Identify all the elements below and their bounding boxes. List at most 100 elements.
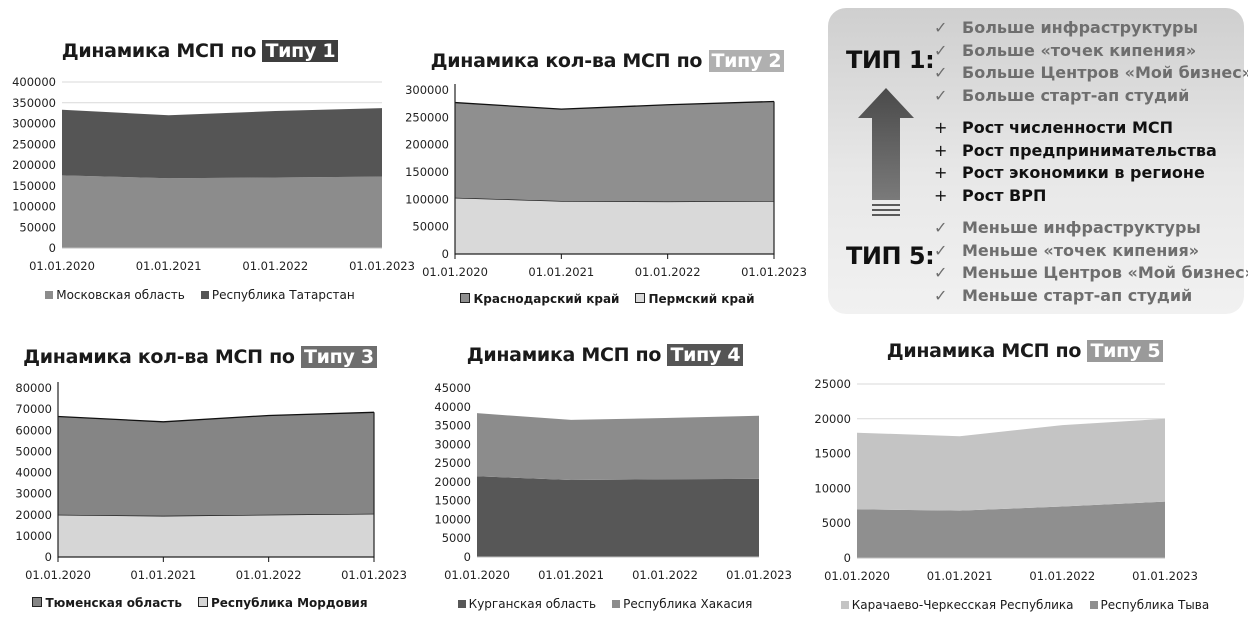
check-icon: ✓ bbox=[934, 285, 948, 305]
y-tick-label: 150000 bbox=[12, 179, 56, 193]
check-icon: ✓ bbox=[934, 263, 948, 282]
y-tick-label: 5000 bbox=[442, 531, 471, 545]
legend-swatch bbox=[200, 291, 209, 299]
x-tick-label: 01.01.2020 bbox=[824, 569, 890, 583]
x-tick-label: 01.01.2020 bbox=[29, 259, 95, 273]
list-item: + Рост предпринимательства bbox=[934, 140, 1217, 160]
x-tick-label: 01.01.2023 bbox=[341, 568, 407, 582]
x-tick-label: 01.01.2020 bbox=[422, 265, 488, 279]
legend-item: Республика Мордовия bbox=[197, 596, 368, 610]
legend-label: Курганская область bbox=[468, 597, 597, 611]
y-tick-label: 200000 bbox=[12, 158, 56, 172]
y-tick-label: 20000 bbox=[15, 508, 52, 522]
y-tick-label: 200000 bbox=[405, 138, 449, 152]
y-tick-label: 30000 bbox=[15, 487, 52, 501]
plus-icon: + bbox=[934, 140, 948, 160]
list-item: ✓ Больше инфраструктуры bbox=[934, 18, 1198, 37]
series-area bbox=[455, 101, 774, 202]
check-icon: ✓ bbox=[934, 63, 948, 82]
y-tick-label: 40000 bbox=[434, 400, 471, 414]
y-tick-label: 10000 bbox=[814, 481, 851, 495]
legend-swatch bbox=[460, 293, 471, 303]
x-tick-label: 01.01.2022 bbox=[242, 259, 308, 273]
chart-legend: Курганская область Республика Хакасия bbox=[405, 597, 805, 611]
plus-icon: + bbox=[934, 163, 948, 182]
growth-list: + Рост численности МСП + Рост предпринимат… bbox=[934, 118, 1217, 208]
legend-item: Карачаево-Черкесская Республика bbox=[840, 598, 1074, 612]
y-tick-label: 25000 bbox=[814, 377, 851, 391]
y-tick-label: 0 bbox=[464, 550, 471, 564]
chart-legend: Краснодарский край Пермский край bbox=[405, 292, 810, 306]
chart-type-1: Динамика МСП по Типу 1 0 50000 100000 150000… bbox=[0, 38, 415, 314]
legend-label: Тюменская область bbox=[45, 596, 182, 610]
y-tick-label: 0 bbox=[45, 550, 52, 564]
plus-icon: + bbox=[934, 118, 948, 137]
y-tick-label: 250000 bbox=[405, 110, 449, 124]
legend-swatch bbox=[45, 291, 54, 299]
x-tick-label: 01.01.2023 bbox=[1132, 569, 1198, 583]
check-icon: ✓ bbox=[934, 218, 948, 237]
y-tick-label: 150000 bbox=[405, 165, 449, 179]
series-area bbox=[477, 476, 759, 557]
legend-swatch bbox=[612, 600, 621, 608]
up-arrow-icon bbox=[858, 88, 914, 216]
y-tick-label: 350000 bbox=[12, 96, 56, 110]
list-item: + Рост численности МСП bbox=[934, 118, 1173, 137]
x-tick-label: 01.01.2021 bbox=[130, 568, 196, 582]
chart-plot: 0 10000 20000 30000 40000 50000 60000 70000 8000… bbox=[15, 381, 407, 582]
y-tick-label: 25000 bbox=[434, 456, 471, 470]
legend-label: Пермский край bbox=[648, 292, 755, 306]
type5-label: ТИП 5: bbox=[846, 242, 935, 270]
list-item: ✓ Меньше «точек кипения» bbox=[934, 240, 1200, 260]
check-icon: ✓ bbox=[934, 240, 948, 260]
y-tick-label: 5000 bbox=[822, 516, 851, 530]
chart-title: Динамика кол-ва МСП по Типу 2 bbox=[405, 50, 810, 72]
legend-item: Московская область bbox=[45, 288, 185, 302]
series-line bbox=[57, 411, 375, 423]
legend-item: Краснодарский край bbox=[460, 292, 619, 306]
chart-plot: 0 5000 10000 15000 20000 25000 01.01.2020 01.01… bbox=[814, 377, 1198, 583]
x-tick-label: 01.01.2023 bbox=[349, 259, 415, 273]
y-tick-label: 45000 bbox=[434, 381, 471, 395]
y-tick-label: 0 bbox=[49, 241, 56, 255]
y-tick-label: 10000 bbox=[15, 529, 52, 543]
y-tick-label: 100000 bbox=[12, 200, 56, 214]
series-area bbox=[857, 418, 1165, 511]
legend-swatch bbox=[840, 601, 849, 609]
y-tick-label: 0 bbox=[442, 247, 449, 261]
check-icon: ✓ bbox=[934, 40, 948, 60]
chart-type-4: Динамика МСП по Типу 4 0 5000 10000 15000 200… bbox=[405, 342, 805, 617]
x-tick-label: 01.01.2023 bbox=[741, 265, 807, 279]
x-tick-label: 01.01.2020 bbox=[25, 568, 91, 582]
y-tick-label: 50000 bbox=[15, 444, 52, 458]
y-tick-label: 15000 bbox=[434, 494, 471, 508]
axis-line bbox=[57, 382, 375, 558]
legend-swatch bbox=[197, 597, 208, 607]
series-line bbox=[454, 100, 775, 110]
legend-item: Курганская область bbox=[457, 597, 597, 611]
y-tick-label: 100000 bbox=[405, 192, 449, 206]
series-area bbox=[455, 197, 774, 254]
legend-swatch bbox=[32, 597, 43, 607]
x-tick-label: 01.01.2022 bbox=[635, 265, 701, 279]
legend-item: Тюменская область bbox=[32, 596, 182, 610]
y-tick-label: 50000 bbox=[19, 220, 56, 234]
list-item: + Рост экономики в регионе bbox=[934, 163, 1205, 182]
chart-title: Динамика МСП по Типу 5 bbox=[805, 340, 1245, 362]
series-area bbox=[62, 108, 382, 179]
x-tick-label: 01.01.2022 bbox=[1029, 569, 1095, 583]
legend-swatch bbox=[457, 600, 466, 608]
series-area bbox=[62, 175, 382, 248]
list-item: ✓ Меньше Центров «Мой бизнес» bbox=[934, 263, 1248, 282]
series-area bbox=[58, 412, 374, 516]
legend-label: Республика Татарстан bbox=[211, 288, 355, 302]
legend-label: Краснодарский край bbox=[473, 292, 620, 306]
chart-title: Динамика МСП по Типу 1 bbox=[0, 40, 400, 62]
x-tick-label: 01.01.2022 bbox=[236, 568, 302, 582]
x-tick-label: 01.01.2021 bbox=[927, 569, 993, 583]
type1-label: ТИП 1: bbox=[846, 46, 935, 74]
legend-label: Республика Тыва bbox=[1100, 598, 1210, 612]
y-tick-label: 20000 bbox=[814, 412, 851, 426]
title-highlight: Типу 5 bbox=[1087, 340, 1164, 362]
series-area bbox=[477, 413, 759, 481]
